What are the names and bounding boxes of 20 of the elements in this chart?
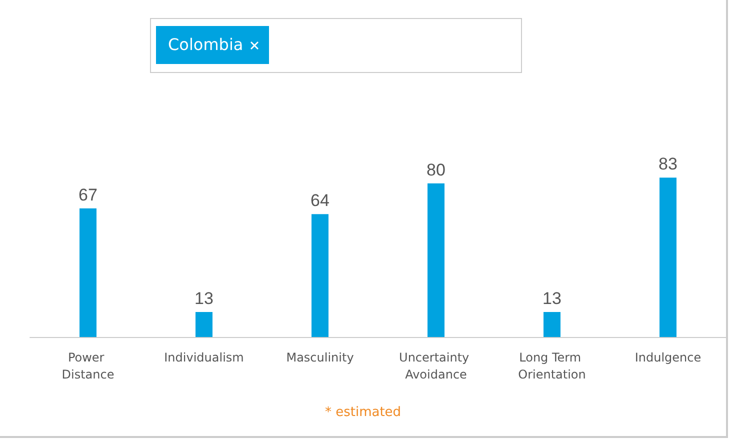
data-label: 13	[194, 289, 214, 308]
data-label: 83	[658, 154, 678, 174]
bar	[544, 312, 560, 337]
text: * estimated	[324, 405, 402, 420]
bar	[196, 312, 212, 337]
data-label: 64	[310, 191, 330, 210]
search-field: Colombia	[150, 18, 522, 73]
bar	[312, 214, 328, 337]
bar	[80, 208, 96, 337]
data-label: 13	[542, 289, 562, 308]
data-label: 80	[426, 160, 446, 180]
x-tick-label: Long Term Orientation	[518, 350, 586, 382]
x-tick-label: Indulgence	[634, 350, 702, 364]
x-tick-label: Masculinity	[286, 350, 354, 364]
x-tick-label: Uncertainty Avoidance	[399, 350, 473, 382]
data-label: 67	[78, 185, 98, 204]
x-tick-label: Individualism	[164, 350, 244, 364]
x-tick-label: Power Distance	[62, 350, 114, 382]
bar	[660, 178, 676, 337]
bar	[428, 183, 444, 337]
